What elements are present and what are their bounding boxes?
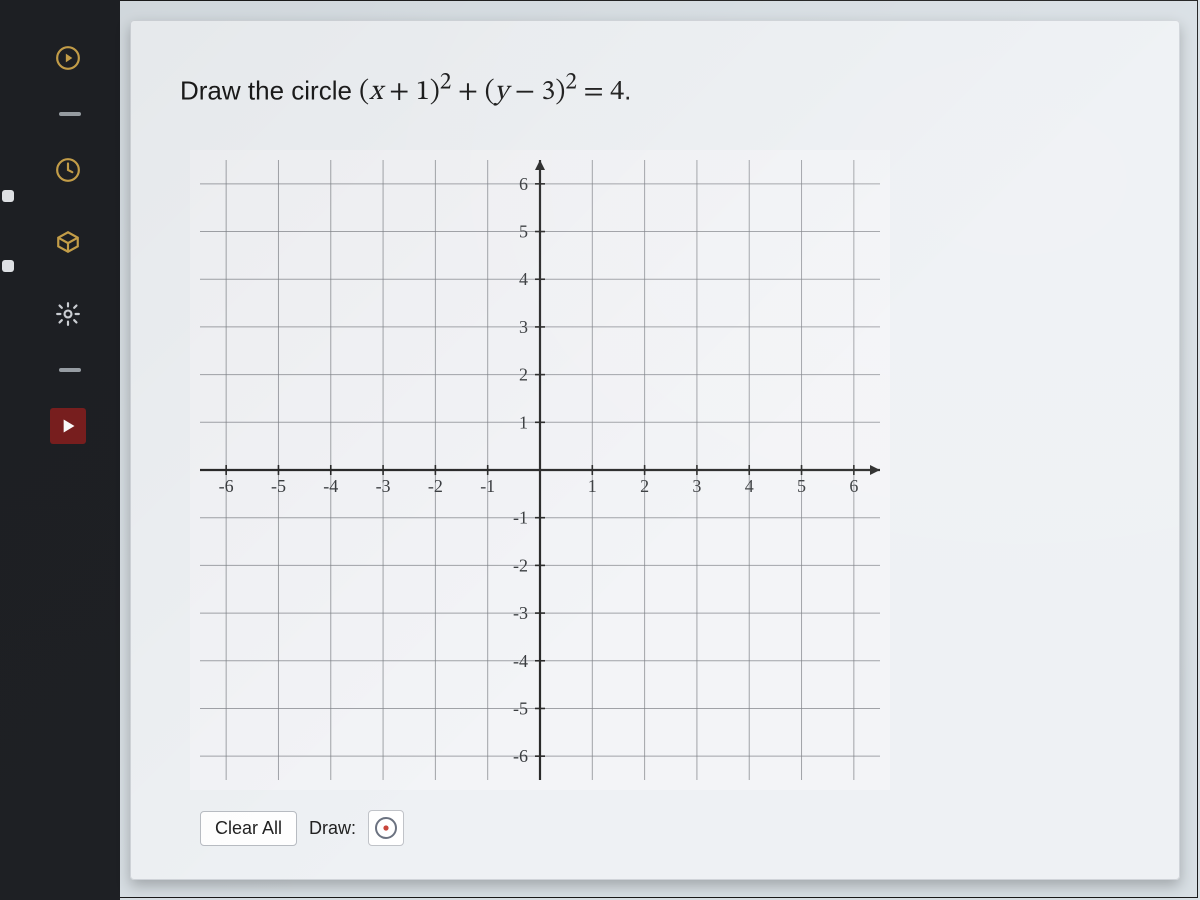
svg-text:-3: -3 — [513, 603, 528, 623]
svg-text:2: 2 — [640, 476, 649, 496]
question-text: Draw the circle (x + 1)2 + (y − 3)2 = 4. — [180, 68, 631, 110]
svg-text:1: 1 — [588, 476, 597, 496]
equation: (x + 1)2 + (y − 3)2 = 4 — [359, 78, 624, 106]
clear-all-button[interactable]: Clear All — [200, 811, 297, 846]
svg-text:2: 2 — [519, 365, 528, 385]
grid-svg[interactable]: -6 -5 -4 -3 -2 -1 1 2 3 4 5 6 -6 -5 -4 -3 -2 -1 1 2 3 4 5 6 — [190, 150, 890, 790]
svg-text:6: 6 — [849, 476, 858, 496]
svg-text:5: 5 — [519, 222, 528, 242]
svg-text:-2: -2 — [513, 555, 528, 575]
svg-text:-5: -5 — [513, 698, 528, 718]
sidebar-icon-column — [50, 40, 90, 480]
scroll-indicator — [2, 190, 14, 202]
play-icon[interactable] — [50, 40, 86, 76]
sidebar-divider — [59, 112, 81, 116]
app-sidebar — [0, 0, 120, 900]
draw-label: Draw: — [309, 818, 356, 839]
question-prefix: Draw the circle — [180, 75, 359, 105]
toolbar: Clear All Draw: — [200, 810, 404, 846]
settings-icon[interactable] — [50, 296, 86, 332]
question-tail: . — [624, 75, 631, 105]
svg-text:-2: -2 — [428, 476, 443, 496]
svg-text:1: 1 — [519, 412, 528, 432]
svg-text:4: 4 — [745, 476, 754, 496]
svg-text:5: 5 — [797, 476, 806, 496]
svg-text:-3: -3 — [376, 476, 391, 496]
svg-text:3: 3 — [692, 476, 701, 496]
clock-icon[interactable] — [50, 152, 86, 188]
question-card: Draw the circle (x + 1)2 + (y − 3)2 = 4.… — [130, 20, 1180, 880]
resume-play-icon[interactable] — [50, 408, 86, 444]
sidebar-divider — [59, 368, 81, 372]
coordinate-grid[interactable]: -6 -5 -4 -3 -2 -1 1 2 3 4 5 6 -6 -5 -4 -3 -2 -1 1 2 3 4 5 6 — [190, 150, 890, 790]
svg-text:4: 4 — [519, 269, 528, 289]
svg-text:-6: -6 — [513, 746, 528, 766]
svg-text:-4: -4 — [323, 476, 338, 496]
svg-text:-6: -6 — [219, 476, 234, 496]
svg-text:-1: -1 — [480, 476, 495, 496]
circle-tool-button[interactable] — [368, 810, 404, 846]
svg-text:-4: -4 — [513, 651, 528, 671]
svg-text:3: 3 — [519, 317, 528, 337]
box-icon[interactable] — [50, 224, 86, 260]
svg-text:6: 6 — [519, 174, 528, 194]
svg-text:-1: -1 — [513, 508, 528, 528]
scroll-indicator — [2, 260, 14, 272]
svg-text:-5: -5 — [271, 476, 286, 496]
